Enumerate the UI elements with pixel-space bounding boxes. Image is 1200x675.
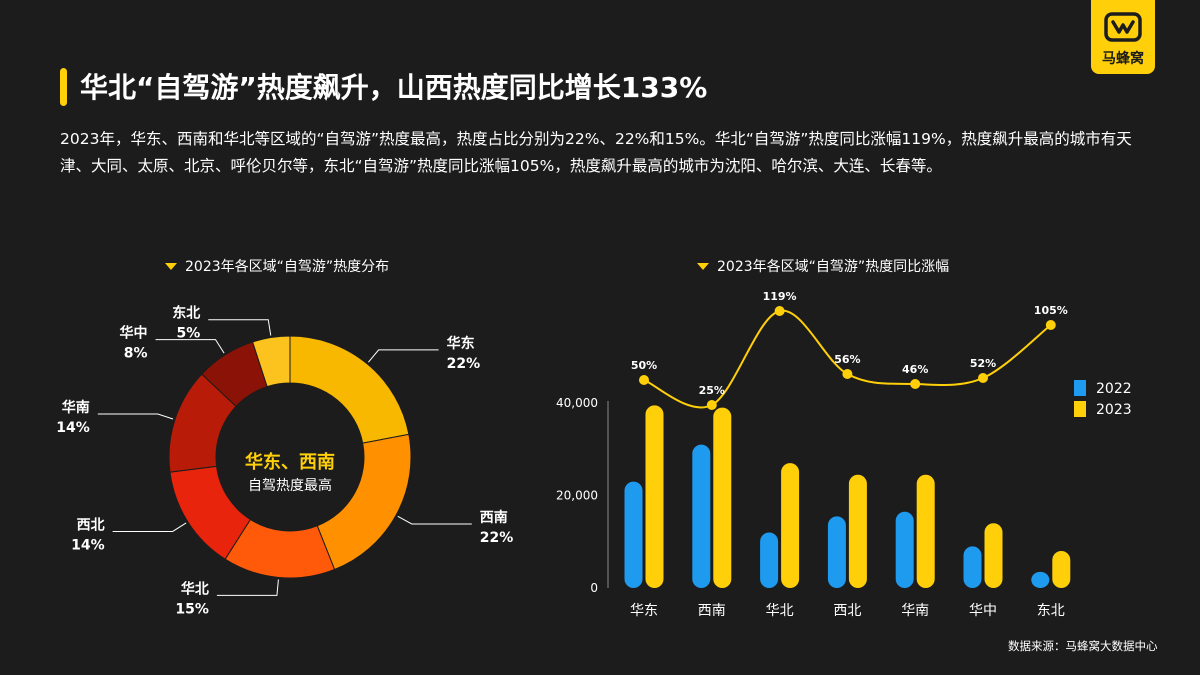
donut-label-3: 西北: [77, 517, 105, 533]
bar-2022-0: [624, 481, 643, 588]
title-accent-bar: [60, 68, 67, 106]
x-tick-label: 华南: [901, 603, 929, 619]
legend-swatch-2022: [1074, 380, 1086, 396]
donut-chart-title-wrap: 2023年各区域“自驾游”热度分布: [165, 256, 389, 276]
bar-chart-title-wrap: 2023年各区域“自驾游”热度同比涨幅: [697, 256, 949, 276]
donut-chart-title: 2023年各区域“自驾游”热度分布: [185, 259, 390, 275]
y-tick-label: 0: [590, 581, 598, 595]
growth-point-6: [1045, 320, 1056, 330]
growth-label-5: 52%: [970, 357, 996, 370]
donut-label-4: 华南: [62, 399, 90, 416]
x-tick-label: 华北: [766, 603, 794, 619]
donut-label-1: 西南: [480, 509, 508, 526]
donut-value-2: 15%: [175, 601, 209, 617]
growth-label-1: 25%: [699, 384, 725, 397]
donut-value-3: 14%: [71, 537, 105, 553]
growth-point-1: [706, 400, 717, 410]
triangle-marker-icon: [165, 262, 177, 270]
growth-label-3: 56%: [834, 353, 860, 366]
growth-point-2: [774, 306, 785, 316]
page-title: 华北“自驾游”热度飙升，山西热度同比增长133%: [80, 71, 708, 104]
bar-2023-1: [713, 407, 732, 588]
donut-value-0: 22%: [447, 356, 481, 372]
y-tick-label: 40,000: [556, 396, 598, 410]
donut-slice-0: [289, 335, 410, 444]
bar-2023-4: [916, 474, 935, 588]
x-tick-label: 华东: [630, 603, 658, 619]
x-tick-label: 华中: [969, 603, 997, 619]
bar-2023-2: [781, 463, 800, 588]
bar-line-chart: 0 20,000 40,000 华东 西南 华北 西北 华南 华中 东北 50% 25% 119% 5…: [556, 290, 1132, 619]
growth-label-0: 50%: [631, 359, 657, 372]
donut-value-1: 22%: [480, 530, 514, 546]
bar-chart-title: 2023年各区域“自驾游”热度同比涨幅: [717, 259, 950, 275]
x-tick-label: 西北: [833, 603, 861, 619]
growth-point-5: [978, 373, 988, 383]
bar-2022-4: [895, 511, 914, 588]
donut-leader-line-2: [216, 579, 279, 596]
legend-label-2022: 2022: [1096, 381, 1132, 397]
bar-2023-0: [645, 405, 664, 588]
donut-label-0: 华东: [447, 335, 475, 352]
bar-2022-2: [760, 532, 779, 588]
bar-2022-6: [1031, 571, 1050, 588]
logo-text: 马蜂窝: [1102, 51, 1144, 67]
donut-label-2: 华北: [181, 580, 209, 597]
growth-label-4: 46%: [902, 363, 928, 376]
bar-2023-3: [848, 474, 867, 588]
donut-leader-line-4: [97, 413, 174, 420]
bar-2022-5: [963, 546, 982, 588]
growth-label-6: 105%: [1034, 304, 1068, 317]
growth-point-0: [639, 375, 649, 385]
growth-point-3: [842, 369, 853, 379]
donut-value-5: 8%: [124, 346, 148, 362]
donut-label-6: 东北: [172, 305, 200, 322]
donut-value-6: 5%: [176, 326, 200, 342]
donut-leader-line-5: [155, 339, 225, 354]
legend-swatch-2023: [1074, 401, 1086, 417]
x-tick-label: 东北: [1037, 603, 1065, 619]
donut-value-4: 14%: [56, 420, 90, 436]
logo-m-icon: [1104, 12, 1142, 42]
y-tick-label: 20,000: [556, 489, 598, 503]
legend-label-2023: 2023: [1096, 402, 1132, 418]
donut-leader-line-3: [112, 522, 187, 532]
donut-leader-line-1: [397, 515, 472, 525]
growth-label-2: 119%: [763, 290, 797, 303]
triangle-marker-icon: [697, 262, 709, 270]
donut-center-line1: 华东、西南: [245, 451, 335, 473]
x-tick-label: 西南: [698, 603, 726, 619]
bar-2022-3: [827, 516, 846, 588]
donut-slice-6: [251, 335, 291, 388]
donut-center-line2: 自驾热度最高: [248, 477, 332, 494]
growth-point-4: [910, 379, 921, 389]
summary-paragraph: 2023年，华东、西南和华北等区域的“自驾游”热度最高，热度占比分别为22%、2…: [60, 130, 1132, 175]
bar-2022-1: [692, 444, 711, 588]
bar-2023-6: [1052, 551, 1071, 588]
donut-leader-line-0: [368, 349, 439, 363]
donut-leader-line-6: [208, 319, 272, 336]
bar-2023-5: [984, 523, 1003, 588]
mafengwo-logo: 马蜂窝: [1091, 0, 1155, 74]
donut-label-5: 华中: [120, 325, 148, 342]
data-source: 数据来源：马蜂窝大数据中心: [1008, 639, 1158, 653]
